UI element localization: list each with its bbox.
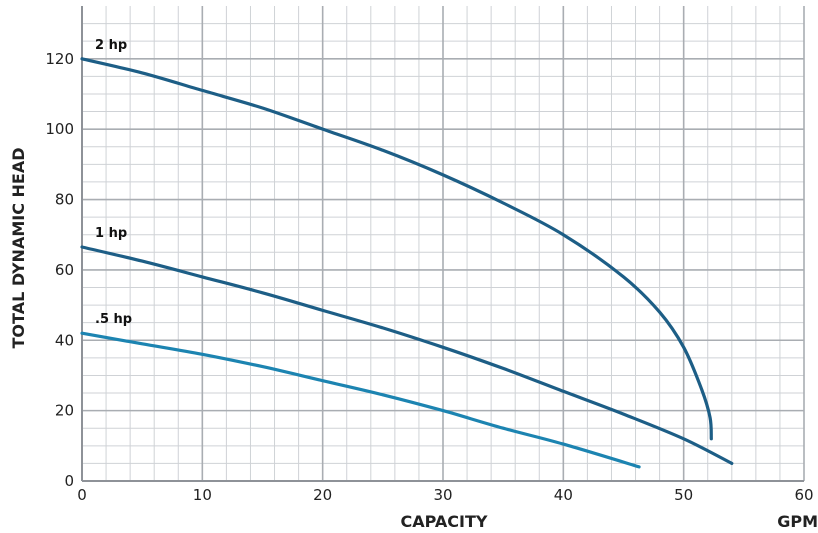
x-axis-unit: GPM <box>777 512 818 531</box>
x-axis-title: CAPACITY <box>401 512 488 531</box>
y-tick-label: 20 <box>55 402 74 420</box>
series-labels: 2 hp 1 hp .5 hp <box>95 38 132 327</box>
x-tick-label: 40 <box>554 486 573 504</box>
x-tick-label: 30 <box>433 486 452 504</box>
x-tick-label: 10 <box>193 486 212 504</box>
series-line-5-hp-hp <box>80 331 641 469</box>
series-line-1-hp-hp <box>80 245 734 465</box>
y-tick-label: 100 <box>45 120 74 138</box>
y-tick-labels: 0 20 40 60 80 100 120 <box>45 50 74 490</box>
series-label-2-hp-hp: 2 hp <box>95 38 127 53</box>
x-tick-labels: 0 10 20 30 40 50 60 <box>77 486 813 504</box>
y-tick-label: 120 <box>45 50 74 68</box>
axes <box>81 6 804 482</box>
series-line-2-hp-hp <box>80 57 713 441</box>
y-tick-label: 80 <box>55 191 74 209</box>
series-lines <box>80 57 734 469</box>
x-tick-label: 20 <box>313 486 332 504</box>
series-label-1-hp-hp: 1 hp <box>95 226 127 241</box>
x-tick-label: 50 <box>674 486 693 504</box>
series-label-5-hp-hp: .5 hp <box>95 312 132 327</box>
x-tick-label: 0 <box>77 486 87 504</box>
x-tick-label: 60 <box>794 486 813 504</box>
y-tick-label: 40 <box>55 331 74 349</box>
y-tick-label: 60 <box>55 261 74 279</box>
y-axis-title: TOTAL DYNAMIC HEAD <box>9 148 28 349</box>
y-tick-label: 0 <box>64 472 74 490</box>
